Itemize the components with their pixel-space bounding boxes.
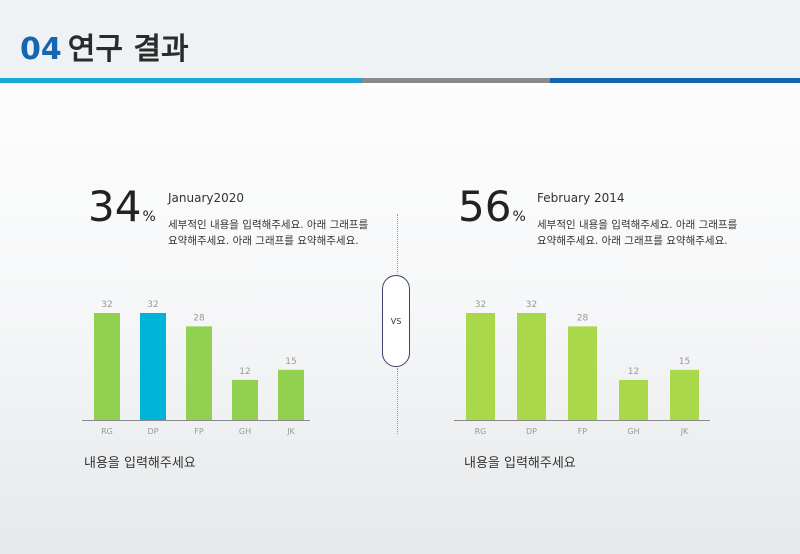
data-label-gh: 12 xyxy=(628,367,639,377)
vs-badge: VS xyxy=(382,275,410,367)
left-description: 세부적인 내용을 입력해주세요. 아래 그래프를 요약해주세요. 아래 그래프를 … xyxy=(168,219,369,247)
bar-dp xyxy=(517,313,546,420)
bar-rg xyxy=(466,313,495,420)
data-label-fp: 28 xyxy=(193,313,205,323)
data-label-fp: 28 xyxy=(577,313,589,323)
tick-label-fp: FP xyxy=(194,427,204,436)
tick-label-gh: GH xyxy=(627,427,639,436)
left-footer-text: 내용을 입력해주세요 xyxy=(84,456,196,471)
tick-label-dp: DP xyxy=(148,427,159,436)
data-label-gh: 12 xyxy=(239,367,250,377)
left-bar-chart: 32 RG 32 DP 28 FP 12 GH 15 JK xyxy=(82,300,310,436)
bar-gh xyxy=(232,379,258,420)
header-strip-gray xyxy=(362,78,550,83)
bar-dp xyxy=(140,313,166,420)
header-strip-blue xyxy=(550,78,800,83)
tick-label-jk: JK xyxy=(680,427,689,436)
tick-label-rg: RG xyxy=(475,427,487,436)
right-subtitle: February 2014 xyxy=(537,191,625,205)
page-title: 04 연구 결과 xyxy=(20,24,189,68)
bar-rg xyxy=(94,313,120,420)
tick-label-rg: RG xyxy=(101,427,113,436)
tick-label-gh: GH xyxy=(239,427,251,436)
data-label-dp: 32 xyxy=(147,300,158,310)
right-big-value: 56% xyxy=(458,182,526,231)
header-band xyxy=(0,0,800,78)
left-big-value: 34% xyxy=(88,182,156,231)
data-label-jk: 15 xyxy=(679,357,690,367)
data-label-rg: 32 xyxy=(475,300,486,310)
right-footer-text: 내용을 입력해주세요 xyxy=(464,456,576,471)
divider-top xyxy=(397,214,398,274)
tick-label-fp: FP xyxy=(578,427,588,436)
bar-jk xyxy=(670,369,699,420)
data-label-dp: 32 xyxy=(526,300,537,310)
right-bar-chart: 32 RG 32 DP 28 FP 12 GH 15 JK xyxy=(454,300,710,436)
divider-bottom xyxy=(397,368,398,434)
bar-fp xyxy=(186,326,212,420)
bar-fp xyxy=(568,326,597,420)
header-strip-cyan xyxy=(0,78,362,83)
section-number: 04 xyxy=(20,32,62,67)
bar-jk xyxy=(278,369,304,420)
tick-label-jk: JK xyxy=(286,427,295,436)
left-subtitle: January2020 xyxy=(168,191,245,205)
right-description: 세부적인 내용을 입력해주세요. 아래 그래프를 요약해주세요. 아래 그래프를 … xyxy=(537,219,738,247)
section-title: 연구 결과 xyxy=(67,32,189,67)
data-label-rg: 32 xyxy=(101,300,112,310)
data-label-jk: 15 xyxy=(285,357,296,367)
tick-label-dp: DP xyxy=(526,427,537,436)
bar-gh xyxy=(619,379,648,420)
